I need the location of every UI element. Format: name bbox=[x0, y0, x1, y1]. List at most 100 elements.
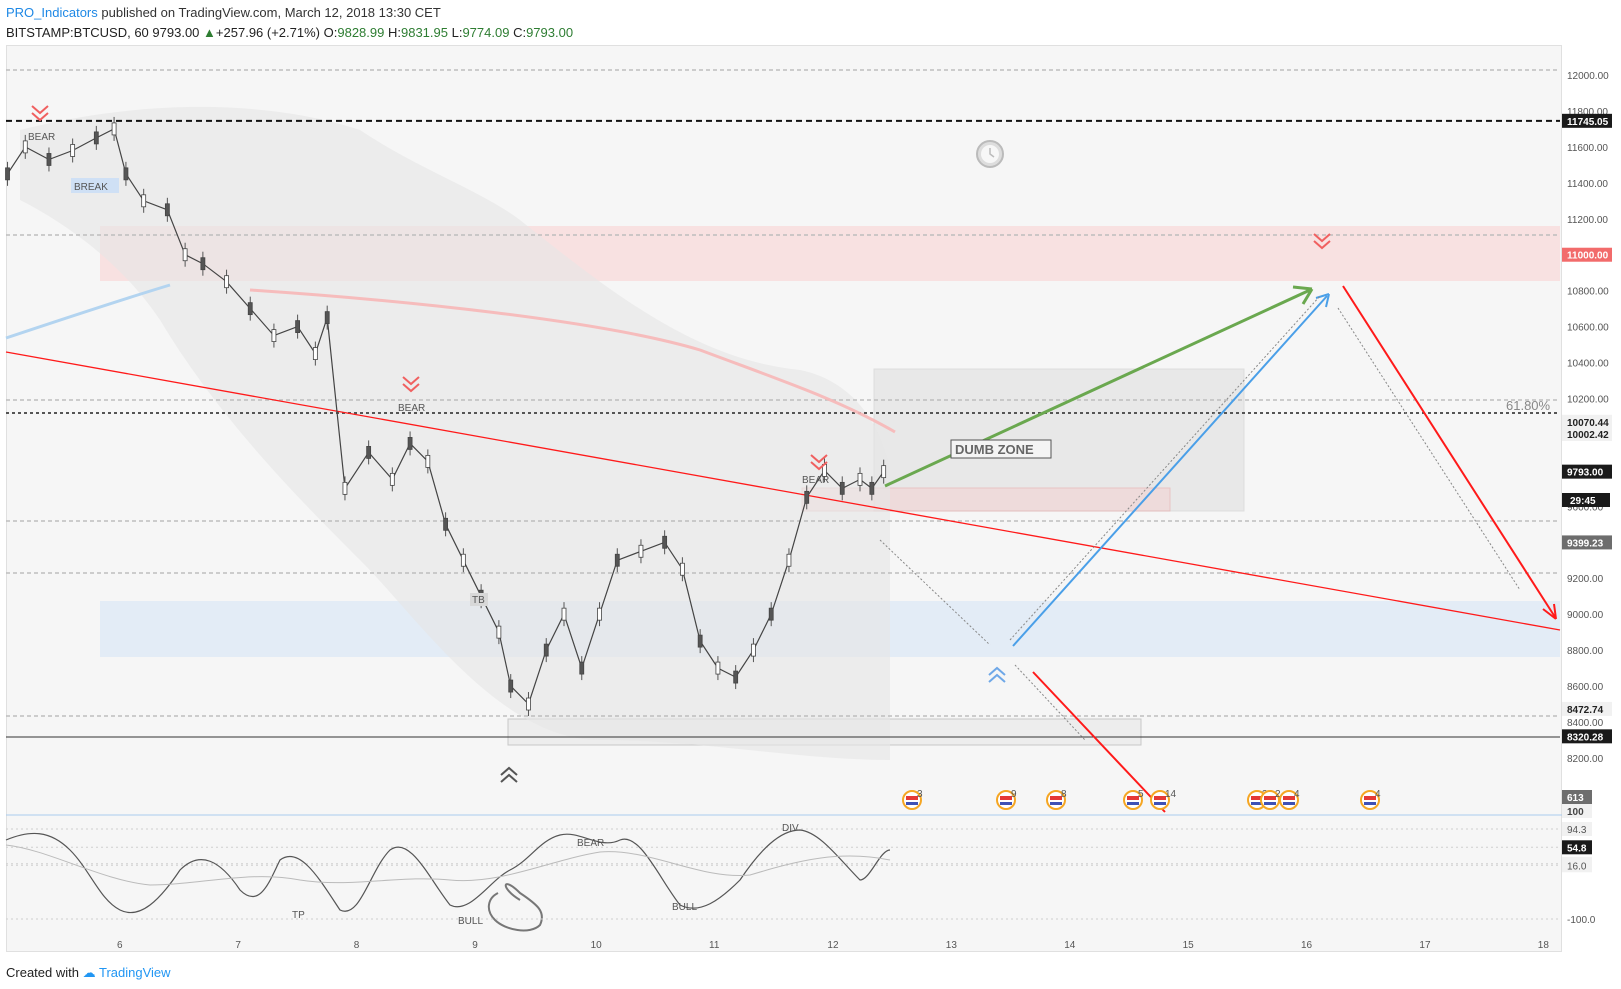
price-level-tag bbox=[1562, 535, 1612, 550]
data-point bbox=[680, 562, 685, 576]
cloud-band bbox=[20, 106, 890, 760]
data-point bbox=[200, 257, 206, 271]
y-tick-label: 10200.00 bbox=[1567, 395, 1609, 406]
clock-icon[interactable] bbox=[976, 140, 1004, 168]
tb-marker bbox=[470, 593, 488, 606]
tradingview-logo-icon: ☁ bbox=[82, 965, 96, 980]
volume-label: 613 bbox=[1567, 793, 1584, 804]
data-point bbox=[662, 535, 668, 549]
flag-stripe bbox=[906, 796, 918, 800]
price-level-label: 10002.42 bbox=[1567, 430, 1609, 441]
price-change: +257.96 (+2.71%) bbox=[215, 25, 320, 40]
flag-stripe bbox=[1264, 796, 1276, 800]
break-marker bbox=[71, 178, 119, 193]
data-point bbox=[389, 472, 395, 486]
event-count-label: 4 bbox=[1375, 789, 1381, 800]
data-point bbox=[93, 131, 99, 145]
descending-trendline[interactable] bbox=[5, 351, 1561, 631]
y-tick-label: 9200.00 bbox=[1567, 574, 1604, 585]
data-point bbox=[407, 437, 413, 450]
dumb-zone-label-box bbox=[950, 439, 1052, 459]
flag-stripe bbox=[1154, 802, 1166, 805]
green-arrow-head bbox=[1292, 285, 1314, 305]
data-point bbox=[425, 455, 431, 468]
flag-stripe bbox=[1251, 796, 1263, 800]
osc-tick-label: 94.3 bbox=[1567, 825, 1587, 836]
ohlc-line: BITSTAMP:BTCUSD, 60 9793.00 ▲+257.96 (+2… bbox=[6, 23, 573, 43]
created-with-label: Created with bbox=[6, 965, 79, 980]
osc-bull-label: BULL bbox=[672, 902, 697, 913]
ma-line-blue bbox=[5, 283, 171, 340]
publish-line: PRO_Indicators published on TradingView.… bbox=[6, 3, 573, 23]
y-tick-label: 8200.00 bbox=[1567, 754, 1604, 765]
time-axis[interactable]: 6 7 8 9 10 11 12 13 14 15 16 17 18 bbox=[117, 940, 1549, 951]
x-tick-label: 13 bbox=[946, 940, 958, 951]
price-level-label: 9793.00 bbox=[1567, 468, 1604, 479]
author-link[interactable]: PRO_Indicators bbox=[6, 5, 98, 20]
data-point bbox=[697, 634, 703, 648]
y-tick-label: 8600.00 bbox=[1567, 682, 1604, 693]
bear-chevron-icon bbox=[810, 454, 828, 471]
up-triangle-icon: ▲ bbox=[203, 25, 216, 40]
red-drop-arrow bbox=[1032, 671, 1166, 813]
osc-tick-label: -100.0 bbox=[1567, 915, 1596, 926]
signal-line bbox=[5, 844, 891, 886]
data-point bbox=[508, 679, 514, 693]
data-point bbox=[561, 607, 567, 621]
red-arrow-head bbox=[1542, 603, 1557, 620]
event-count-label: 2 bbox=[1275, 789, 1281, 800]
oscillator-line bbox=[5, 829, 891, 914]
data-point bbox=[614, 553, 620, 567]
countdown-label: 29:45 bbox=[1570, 496, 1596, 507]
x-tick-label: 8 bbox=[354, 940, 360, 951]
osc-tick-label: 54.8 bbox=[1567, 843, 1587, 854]
event-count-label: 9 bbox=[1011, 789, 1017, 800]
data-point bbox=[295, 320, 301, 334]
osc-value-tag bbox=[1562, 858, 1592, 873]
bear-chevron-icon bbox=[402, 376, 420, 393]
y-tick-label: 11600.00 bbox=[1567, 143, 1608, 154]
data-point bbox=[881, 465, 887, 479]
price-level-tag bbox=[1562, 113, 1612, 128]
data-point bbox=[164, 203, 170, 217]
price-level-tag bbox=[1562, 247, 1612, 262]
dotted-path-3 bbox=[1337, 307, 1521, 591]
data-point bbox=[247, 302, 253, 316]
price-axis[interactable]: 12000.00 11800.00 11600.00 11400.00 11200.00… bbox=[1562, 71, 1612, 765]
data-point bbox=[751, 643, 756, 657]
tb-label: TB bbox=[472, 595, 485, 606]
flag-stripe bbox=[1127, 796, 1139, 800]
flag-stripe bbox=[1251, 802, 1263, 805]
data-point bbox=[182, 248, 188, 262]
flag-stripe bbox=[1283, 802, 1295, 805]
low-value: 9774.09 bbox=[462, 25, 510, 40]
flag-stripe bbox=[1364, 796, 1376, 800]
bull-chevron-icon bbox=[500, 766, 518, 783]
flag-stripe bbox=[1000, 796, 1012, 800]
data-point bbox=[786, 553, 792, 567]
bull-chevron-icon bbox=[988, 666, 1006, 683]
price-level-tag bbox=[1562, 464, 1612, 479]
red-projection-arrow[interactable] bbox=[1342, 285, 1556, 618]
high-value: 9831.95 bbox=[400, 25, 448, 40]
footer: Created with ☁ TradingView bbox=[6, 963, 171, 983]
volume-label: 100 bbox=[1567, 807, 1584, 818]
data-point bbox=[768, 607, 774, 621]
grid-lines bbox=[6, 69, 1560, 717]
data-point bbox=[543, 643, 549, 657]
fib-label: 61.80% bbox=[1506, 398, 1551, 413]
blue-projection-arrow[interactable] bbox=[1012, 295, 1328, 647]
x-tick-label: 10 bbox=[591, 940, 603, 951]
x-tick-label: 15 bbox=[1183, 940, 1195, 951]
tradingview-link[interactable]: TradingView bbox=[99, 965, 171, 980]
y-tick-label: 9600.00 bbox=[1567, 502, 1604, 513]
x-tick-label: 17 bbox=[1419, 940, 1431, 951]
data-point bbox=[443, 517, 449, 531]
data-point bbox=[224, 275, 229, 289]
x-tick-label: 7 bbox=[235, 940, 241, 951]
event-badges[interactable]: 39851436244 bbox=[902, 789, 1381, 810]
dotted-path-4 bbox=[1014, 664, 1086, 741]
low-label: L: bbox=[451, 25, 463, 40]
bear-chevron-icon bbox=[31, 105, 49, 122]
